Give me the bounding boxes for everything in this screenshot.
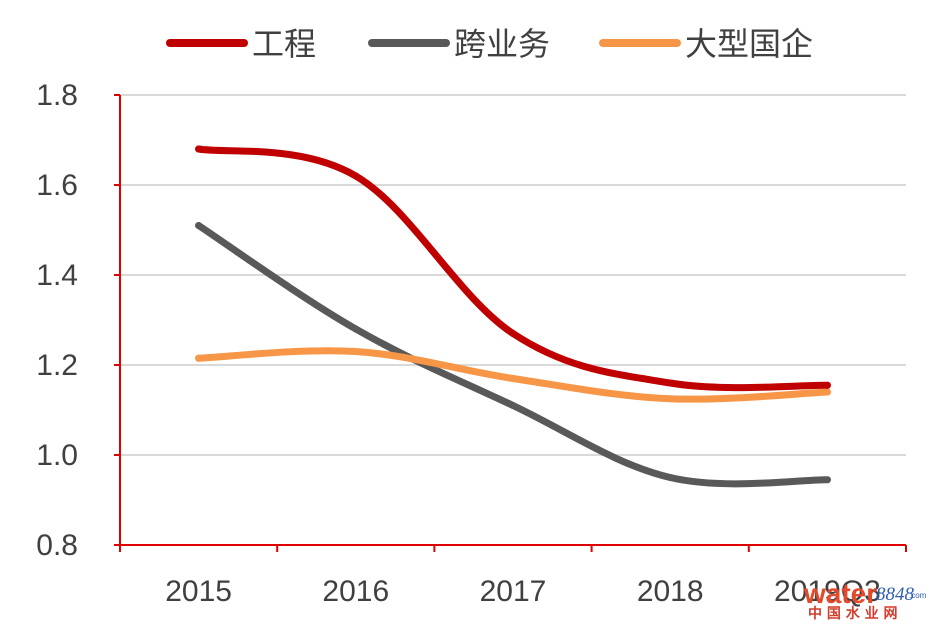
watermark-logo: water 8848 .com 中 国 水 业 网 <box>803 578 927 622</box>
data-point <box>195 222 203 229</box>
data-point <box>352 325 360 333</box>
y-tick-label: 1.4 <box>36 259 78 292</box>
y-tick-label: 1.0 <box>36 439 78 472</box>
watermark-subtitle-text: 中 国 水 业 网 <box>808 605 898 622</box>
data-point <box>195 354 203 362</box>
legend: 工程 跨业务 大型国企 <box>166 25 813 63</box>
y-tick-label: 1.6 <box>36 169 78 202</box>
data-point <box>509 375 517 382</box>
x-tick-label: 2017 <box>480 575 547 608</box>
watermark-main-text: water <box>803 578 877 609</box>
gridlines <box>120 94 906 456</box>
data-point <box>823 381 831 389</box>
data-point <box>666 395 674 403</box>
data-point <box>352 172 360 180</box>
y-tick-label: 0.8 <box>36 529 78 562</box>
x-axis: 2015 2016 2017 2018 2019Q3 <box>119 544 907 608</box>
legend-label: 工程 <box>252 25 316 63</box>
x-tick-label: 2019Q3 <box>774 575 881 608</box>
data-point <box>823 476 831 484</box>
x-tick-label: 2018 <box>637 575 704 608</box>
y-tick-label: 1.2 <box>36 349 78 382</box>
legend-label: 跨业务 <box>454 25 550 63</box>
data-point <box>509 330 517 337</box>
watermark-suffix-text: .com <box>909 591 927 600</box>
y-axis: 0.8 1.0 1.2 1.4 1.6 1.8 <box>36 79 121 562</box>
y-tick-label: 1.8 <box>36 79 78 112</box>
data-point <box>195 145 203 153</box>
legend-label: 大型国企 <box>685 25 813 63</box>
data-point <box>666 379 674 387</box>
x-tick-label: 2016 <box>322 575 389 608</box>
data-point <box>509 402 517 409</box>
data-point <box>823 388 831 396</box>
data-point <box>666 474 674 481</box>
series-lines <box>195 145 831 488</box>
data-point <box>352 348 360 355</box>
series-line-2 <box>195 347 831 403</box>
x-tick-label: 2015 <box>165 575 232 608</box>
watermark-number-text: 8848 <box>876 584 915 605</box>
series-line-0 <box>195 145 831 392</box>
